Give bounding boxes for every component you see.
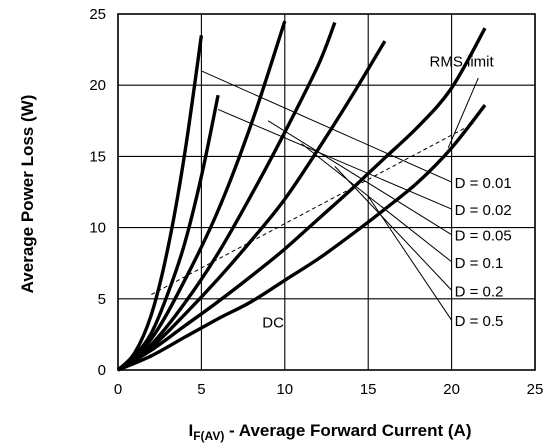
series-line-0 [116,35,204,372]
x-axis-title-subscript: F(AV) [193,429,224,443]
annotation-0: RMS limit [430,54,495,71]
x-axis-title-main: I [188,421,193,440]
duty-line-4 [334,166,452,291]
x-tick-label-0: 0 [114,381,122,398]
x-tick-label-4: 20 [443,381,460,398]
y-tick-label-2: 10 [89,220,106,237]
x-axis-title-rest: - Average Forward Current (A) [224,421,471,440]
overlay-layer [151,70,479,321]
y-tick-label-0: 0 [98,362,106,379]
rms-limit-leader [447,77,479,149]
duty-label-0: D = 0.01 [455,175,512,192]
x-tick-label-5: 25 [527,381,544,398]
duty-line-1 [217,108,452,210]
duty-line-2 [267,120,452,236]
duty-label-4: D = 0.2 [455,283,504,300]
tick-layer: 0 5 10 15 20 25 0 5 10 15 20 25 [89,6,543,398]
y-tick-label-5: 25 [89,6,106,23]
annotation-1: DC [262,314,284,331]
duty-label-2: D = 0.05 [455,228,512,245]
grid-layer [117,13,536,371]
annotation-layer: D = 0.01 D = 0.02 D = 0.05 D = 0.1 D = 0.2 D … [262,54,511,332]
x-tick-label-2: 10 [276,381,293,398]
x-axis-title: IF(AV) - Average Forward Current (A) [188,421,471,443]
duty-line-0 [201,70,452,183]
duty-label-1: D = 0.02 [455,202,512,219]
series-line-2 [116,20,287,372]
y-tick-label-3: 15 [89,148,106,165]
y-tick-label-1: 5 [98,291,106,308]
x-tick-label-3: 15 [360,381,377,398]
y-axis-title: Average Power Loss (W) [18,95,37,294]
duty-label-5: D = 0.5 [455,313,504,330]
curve-layer [116,20,487,372]
series-line-3 [116,21,337,372]
rms-limit-line [151,123,474,295]
duty-label-3: D = 0.1 [455,255,504,272]
x-tick-label-1: 5 [197,381,205,398]
series-line-6 [117,104,487,372]
series-line-5 [117,27,487,372]
plot-frame [117,13,536,371]
duty-line-5 [367,195,453,321]
y-tick-label-4: 20 [89,77,106,94]
duty-line-3 [301,143,452,263]
series-line-4 [117,40,387,372]
